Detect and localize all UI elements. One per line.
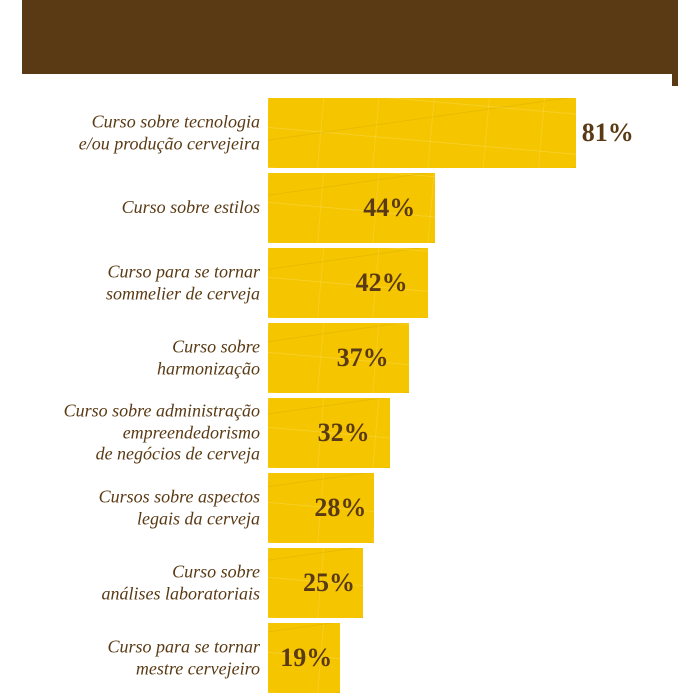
bar-row: Curso sobre harmonização 37%: [0, 323, 700, 393]
bar-row: Curso para se tornar mestre cervejeiro 19…: [0, 623, 700, 693]
chart-container: Curso sobre tecnologia e/ou produção cer…: [0, 0, 700, 699]
bar-row: Curso sobre tecnologia e/ou produção cer…: [0, 98, 700, 168]
bar-label: Curso sobre tecnologia e/ou produção cer…: [79, 111, 260, 154]
chart-area: Curso sobre tecnologia e/ou produção cer…: [0, 98, 700, 698]
bar-row: Cursos sobre aspectos legais da cerveja 2…: [0, 473, 700, 543]
bar-row: Curso para se tornar sommelier de cervej…: [0, 248, 700, 318]
header-tick: [672, 74, 678, 86]
header-band: [22, 0, 678, 74]
bar-value: 19%: [280, 643, 332, 673]
bar-value: 37%: [337, 343, 389, 373]
bar-value: 28%: [314, 493, 366, 523]
bar: [268, 98, 576, 168]
bar-row: Curso sobre administração empreendedoris…: [0, 398, 700, 468]
bar-value: 25%: [303, 568, 355, 598]
bar-value: 32%: [318, 418, 370, 448]
bar-value: 42%: [356, 268, 408, 298]
bar-row: Curso sobre estilos 44%: [0, 173, 700, 243]
bar-value: 81%: [582, 118, 634, 148]
bar-label: Cursos sobre aspectos legais da cerveja: [99, 486, 260, 529]
bar-label: Curso sobre estilos: [122, 197, 260, 219]
bar-value: 44%: [363, 193, 415, 223]
bar-label: Curso sobre análises laboratoriais: [101, 561, 260, 604]
bar-label: Curso sobre administração empreendedoris…: [64, 401, 260, 466]
bar-label: Curso sobre harmonização: [157, 336, 260, 379]
bar-label: Curso para se tornar sommelier de cervej…: [106, 261, 260, 304]
bar-row: Curso sobre análises laboratoriais 25%: [0, 548, 700, 618]
bar-label: Curso para se tornar mestre cervejeiro: [107, 636, 260, 679]
